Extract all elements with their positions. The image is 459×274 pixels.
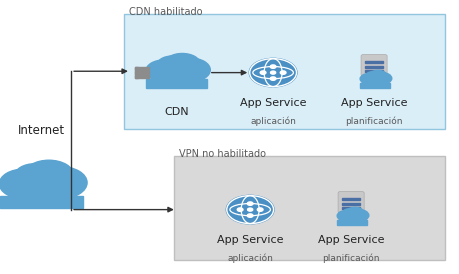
FancyBboxPatch shape [174,156,445,260]
Circle shape [270,65,276,68]
Circle shape [226,195,274,224]
Circle shape [34,167,87,199]
Circle shape [349,210,369,221]
Text: planificación: planificación [345,117,403,127]
Circle shape [0,169,49,199]
Text: Internet: Internet [18,124,65,137]
Circle shape [15,164,56,189]
Circle shape [340,209,365,224]
Circle shape [247,208,253,211]
Text: App Service: App Service [217,235,283,245]
Circle shape [363,72,388,87]
FancyBboxPatch shape [338,192,364,213]
Circle shape [146,60,182,82]
Text: VPN no habilitado: VPN no habilitado [179,149,266,159]
Text: CDN habilitado: CDN habilitado [129,7,202,17]
Circle shape [7,166,76,207]
Bar [365,66,383,68]
Bar [365,61,383,63]
FancyBboxPatch shape [124,14,445,129]
Circle shape [366,72,381,81]
Circle shape [249,58,297,87]
Bar [360,83,390,87]
Bar [146,79,207,89]
Circle shape [171,58,210,82]
Circle shape [369,70,387,81]
Bar [365,70,383,72]
Circle shape [260,71,266,74]
Circle shape [24,160,73,190]
Circle shape [346,207,364,218]
Text: CDN: CDN [164,107,189,117]
Bar [135,67,149,70]
Bar [342,203,360,205]
Text: App Service: App Service [318,235,384,245]
Text: planificación: planificación [322,254,380,264]
Text: App Service: App Service [240,98,306,108]
Circle shape [164,53,201,75]
Text: App Service: App Service [341,98,407,108]
Circle shape [237,208,243,211]
Bar [0,196,83,208]
Bar [135,71,149,74]
Bar [342,207,360,209]
Circle shape [270,77,276,80]
Circle shape [247,214,253,217]
Circle shape [343,209,358,218]
Circle shape [151,58,202,88]
Circle shape [372,73,392,84]
Bar [135,67,138,78]
FancyBboxPatch shape [361,55,387,76]
Bar [135,75,149,78]
Circle shape [360,73,378,84]
Bar [337,220,367,224]
Text: aplicación: aplicación [227,254,273,264]
Text: aplicación: aplicación [250,117,296,127]
Circle shape [257,208,263,211]
Bar [342,198,360,200]
Circle shape [157,56,187,74]
Circle shape [247,202,253,205]
Circle shape [337,210,355,221]
Circle shape [270,71,276,74]
Circle shape [280,71,286,74]
